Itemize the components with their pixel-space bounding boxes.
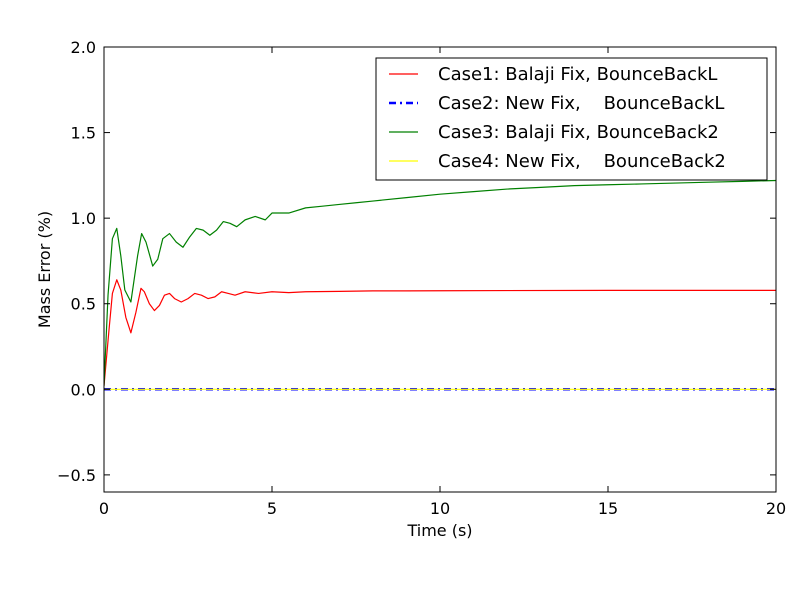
y-tick-label: −0.5 bbox=[57, 466, 96, 485]
x-axis-label: Time (s) bbox=[406, 521, 472, 540]
series-line-case3 bbox=[104, 179, 776, 386]
y-tick-label: 1.5 bbox=[71, 124, 96, 143]
x-tick-label: 20 bbox=[766, 499, 786, 518]
y-tick-label: 1.0 bbox=[71, 209, 96, 228]
legend-label-case3: Case3: Balaji Fix, BounceBack2 bbox=[438, 122, 719, 143]
series-layer bbox=[104, 179, 776, 391]
series-line-case1 bbox=[104, 279, 776, 386]
tick-marks bbox=[103, 46, 777, 492]
y-tick-label: 0.0 bbox=[71, 380, 96, 399]
legend-label-case2: Case2: New Fix, BounceBackL bbox=[438, 93, 724, 114]
legend-label-case1: Case1: Balaji Fix, BounceBackL bbox=[438, 64, 717, 85]
y-tick-labels: −0.5 0.0 0.5 1.0 1.5 2.0 bbox=[57, 38, 96, 485]
x-tick-labels: 0 5 10 15 20 bbox=[99, 499, 786, 518]
x-tick-label: 10 bbox=[430, 499, 450, 518]
legend-box bbox=[375, 57, 768, 181]
y-tick-label: 0.5 bbox=[71, 295, 96, 314]
x-tick-label: 0 bbox=[99, 499, 109, 518]
y-tick-label: 2.0 bbox=[71, 38, 96, 57]
x-tick-label: 15 bbox=[598, 499, 618, 518]
y-axis-label: Mass Error (%) bbox=[35, 211, 54, 328]
plot-frame bbox=[103, 46, 777, 493]
x-tick-label: 5 bbox=[267, 499, 277, 518]
legend: Case1: Balaji Fix, BounceBackL Case2: New… bbox=[375, 57, 768, 181]
legend-label-case4: Case4: New Fix, BounceBack2 bbox=[438, 151, 726, 172]
